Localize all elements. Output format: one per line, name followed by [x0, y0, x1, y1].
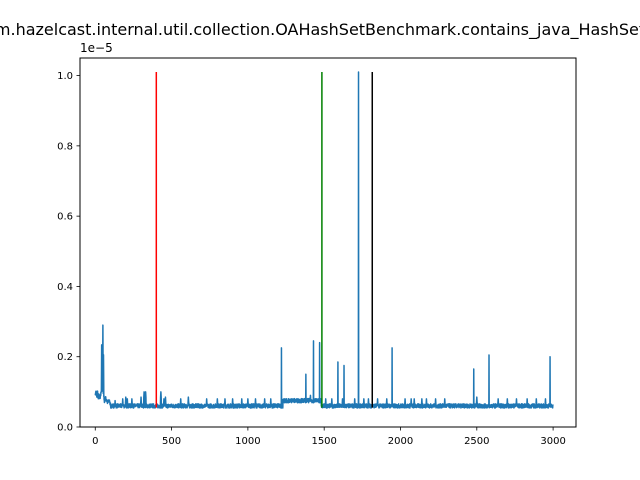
y-tick-label: 0.4: [57, 282, 73, 293]
y-tick-label: 0.8: [57, 141, 73, 152]
x-tick-label: 2500: [464, 436, 489, 447]
x-tick-label: 500: [162, 436, 181, 447]
x-tick-label: 2000: [388, 436, 413, 447]
plot-area: [79, 57, 577, 428]
series-layer: [94, 71, 554, 409]
y-axis: 0.0 0.2 0.4 0.6 0.8 1.0: [57, 71, 80, 434]
x-tick-label: 1000: [235, 436, 260, 447]
x-tick-label: 3000: [540, 436, 565, 447]
chart-title: m.hazelcast.internal.util.collection.OAH…: [0, 20, 640, 40]
x-tick-label: 1500: [311, 436, 336, 447]
vertical-lines-layer: [155, 72, 374, 408]
series-line: [94, 71, 554, 409]
x-axis: 0 500 1000 1500 2000 2500 3000: [92, 427, 566, 447]
y-tick-label: 1.0: [57, 71, 73, 82]
y-tick-label: 0.2: [57, 352, 73, 363]
axes-frame: [79, 57, 577, 428]
y-tick-label: 0.6: [57, 212, 73, 223]
y-offset-label: 1e−5: [80, 41, 113, 55]
x-tick-label: 0: [92, 436, 98, 447]
y-tick-label: 0.0: [57, 423, 73, 434]
